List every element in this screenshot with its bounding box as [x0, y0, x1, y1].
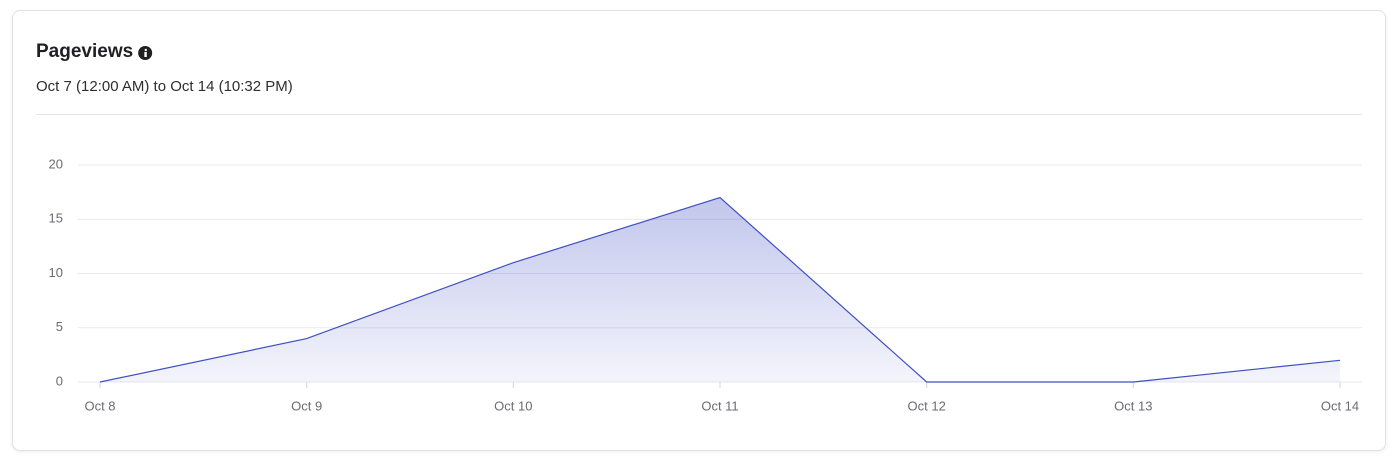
- info-icon[interactable]: [138, 46, 153, 60]
- area: [100, 197, 1340, 382]
- x-tick-label: Oct 10: [494, 398, 532, 413]
- x-tick-label: Oct 8: [84, 398, 115, 413]
- y-tick-label: 10: [49, 265, 63, 280]
- y-tick-label: 5: [56, 319, 63, 334]
- y-tick-label: 0: [56, 373, 63, 388]
- y-tick-label: 20: [49, 156, 63, 171]
- x-tick-label: Oct 9: [291, 398, 322, 413]
- x-tick-label: Oct 14: [1321, 398, 1359, 413]
- x-tick-label: Oct 11: [701, 398, 738, 413]
- info-bar: [144, 52, 147, 57]
- x-tick-label: Oct 12: [908, 398, 946, 413]
- chart-subtitle: Oct 7 (12:00 AM) to Oct 14 (10:32 PM): [36, 78, 293, 95]
- x-tick-label: Oct 13: [1114, 398, 1152, 413]
- info-dot: [144, 48, 147, 52]
- chart-title: Pageviews: [36, 41, 133, 62]
- line: [99, 196, 1341, 383]
- y-tick-label: 15: [49, 211, 63, 226]
